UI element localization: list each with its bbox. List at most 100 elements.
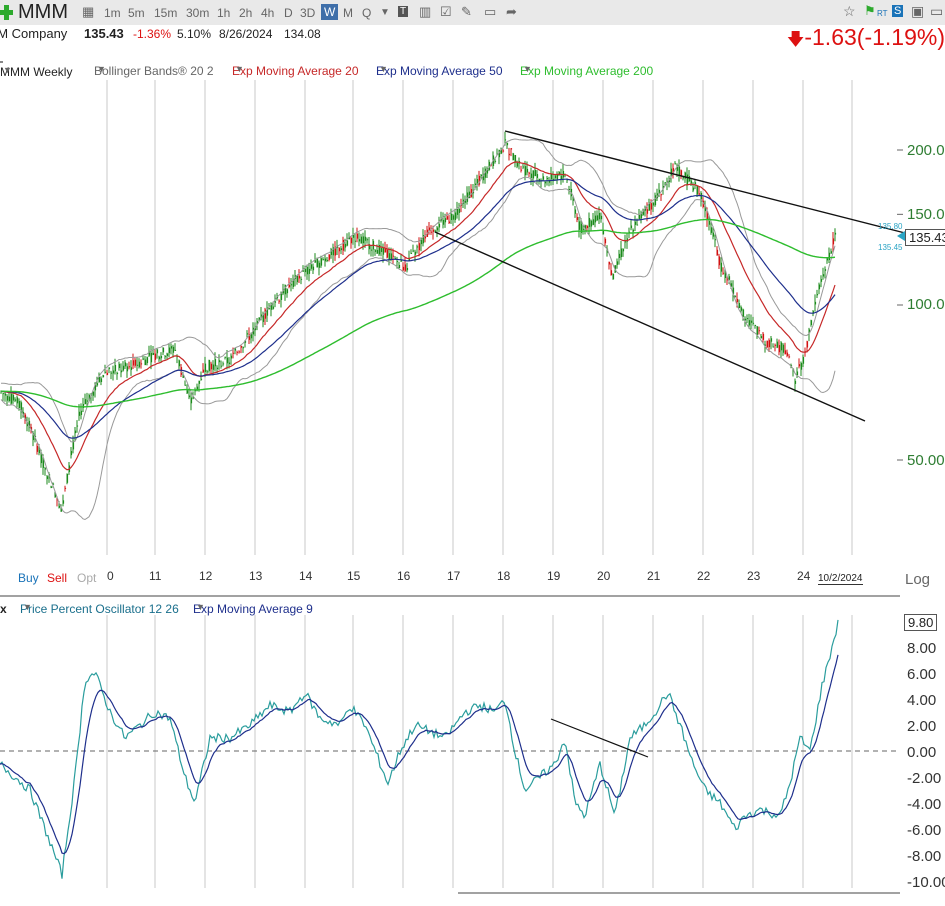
bollinger-upper [0, 138, 836, 443]
seasonal-icon[interactable]: S [892, 5, 904, 17]
candle-body [622, 248, 625, 252]
interval-d[interactable]: D [284, 6, 293, 20]
candle-body [768, 340, 771, 348]
date: 8/26/2024 [219, 27, 273, 41]
candle-body [500, 149, 503, 154]
notes-icon[interactable]: ▭ [484, 4, 497, 19]
prev-close: 134.08 [284, 27, 321, 41]
candle-body [366, 239, 369, 241]
candle-body [242, 347, 245, 349]
interval-4h[interactable]: 4h [261, 6, 275, 20]
candle-body [304, 268, 307, 273]
candle-body [724, 273, 727, 278]
candle-body [148, 352, 151, 356]
candle-body [86, 400, 89, 402]
flag-icon[interactable]: ⚑ [864, 3, 876, 18]
compare-icon[interactable]: ☑ [440, 4, 452, 19]
interval-2h[interactable]: 2h [239, 6, 253, 20]
price-label-50: 50.00 [907, 452, 945, 469]
period-selector[interactable]: MMM Weekly ▼ [0, 61, 72, 79]
interval-5m[interactable]: 5m [128, 6, 145, 20]
layout-icon[interactable]: ▣ [911, 3, 925, 19]
candle-body [814, 301, 817, 305]
chart-style-icon[interactable]: ▥ [419, 4, 432, 19]
upper-trendline [504, 130, 906, 234]
sell-button[interactable]: Sell [47, 571, 68, 585]
text-tool-icon[interactable]: T [398, 6, 409, 17]
window-menu-icon[interactable]: ▭ [930, 3, 944, 19]
candle-body [208, 359, 211, 371]
candle-body [120, 370, 123, 373]
interval-m[interactable]: M [343, 6, 353, 20]
candle-body [310, 264, 313, 269]
candle-body [532, 170, 535, 179]
candle-body [348, 236, 351, 240]
ppo-axis-label: 0.00 [907, 744, 936, 761]
candle-body [400, 260, 403, 262]
candle-body [592, 219, 595, 225]
candle-body [612, 274, 615, 280]
candle-body [260, 314, 263, 319]
candle-body [508, 153, 511, 156]
candle-body [684, 172, 687, 179]
candle-body [64, 487, 67, 489]
interval-1h[interactable]: 1h [217, 6, 231, 20]
candle-body [620, 248, 623, 258]
favorite-star-icon[interactable]: ☆ [843, 3, 856, 19]
interval-w[interactable]: W [321, 4, 339, 20]
candle-body [128, 366, 131, 368]
candle-body [482, 174, 485, 181]
candle-body [344, 243, 347, 248]
candle-body [326, 259, 329, 261]
candle-body [734, 296, 737, 298]
candle-body [528, 172, 531, 174]
candle-body [302, 270, 305, 272]
candle-body [380, 248, 383, 252]
rt-icon[interactable]: RT [877, 9, 888, 18]
candle-body [584, 225, 587, 230]
candle-body [108, 367, 111, 369]
candle-body [150, 352, 153, 363]
candle-body [132, 360, 135, 366]
candle-body [264, 309, 267, 319]
last-price: 135.43 [84, 26, 124, 41]
candle-body [582, 228, 585, 230]
candle-body [200, 378, 203, 380]
symbol-field[interactable]: MMM [18, 1, 68, 23]
candle-body [170, 346, 173, 349]
candle-body [786, 352, 789, 356]
candle-body [320, 258, 323, 266]
candle-body [224, 356, 227, 358]
candle-body [632, 229, 635, 232]
interval-3d[interactable]: 3D [300, 6, 316, 20]
interval-1m[interactable]: 1m [104, 6, 121, 20]
candle-body [62, 500, 65, 504]
candle-body [504, 139, 507, 141]
candle-body [674, 163, 677, 165]
more-intervals-icon[interactable]: ▼ [380, 7, 390, 18]
candle-body [248, 334, 251, 340]
candle-body [156, 349, 159, 354]
candle-body [598, 212, 601, 220]
interval-15m[interactable]: 15m [154, 6, 178, 20]
candle-body [234, 348, 237, 351]
candle-body [754, 324, 757, 326]
buy-button[interactable]: Buy [18, 571, 39, 585]
candle-body [50, 486, 53, 488]
interval-q[interactable]: Q [362, 6, 372, 20]
share-icon[interactable]: ➦ [506, 4, 517, 19]
candle-body [458, 208, 461, 213]
add-symbol-icon[interactable] [0, 4, 14, 21]
interval-30m[interactable]: 30m [186, 6, 210, 20]
candle-body [764, 344, 767, 346]
folder-icon[interactable]: ▦ [82, 4, 95, 19]
candle-body [568, 188, 571, 190]
candle-body [718, 256, 721, 266]
option-button[interactable]: Opt [77, 571, 97, 585]
candle-body [8, 396, 11, 402]
candle-body [198, 380, 201, 384]
log-scale-toggle[interactable]: Log [905, 571, 931, 588]
draw-tool-icon[interactable]: ✎ [461, 4, 472, 19]
candle-body [646, 209, 649, 214]
